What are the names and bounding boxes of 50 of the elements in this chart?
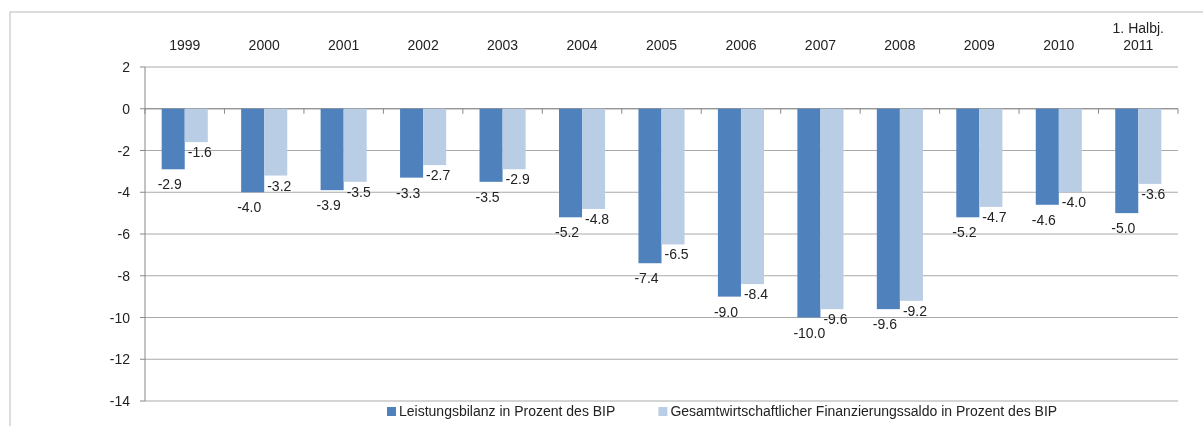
x-tick-label: 1999 [169, 37, 201, 53]
data-label: -5.2 [952, 224, 977, 241]
x-tick-label: 2007 [804, 37, 837, 53]
legend-label: Leistungsbilanz in Prozent des BIP [399, 403, 616, 419]
y-tick-label: -14 [109, 393, 131, 409]
y-tick-label: -6 [117, 226, 131, 242]
y-tick-label: -10 [109, 309, 131, 326]
x-tick-label: 2009 [963, 37, 996, 53]
data-label: -1.6 [187, 144, 213, 161]
x-tick-label: 2008 [884, 37, 916, 53]
x-tick-label: 2004 [566, 37, 598, 53]
y-tick-label: -4 [117, 184, 131, 201]
x-tick-label: 2000 [248, 37, 280, 53]
x-tick-label: 2002 [407, 37, 439, 53]
data-label: -6.5 [664, 246, 689, 263]
data-label: -9.6 [872, 316, 898, 333]
x-tick-label: 2010 [1043, 37, 1075, 53]
y-tick-label: -12 [109, 351, 131, 368]
data-label: -3.5 [475, 188, 500, 205]
x-tick-label: 2001 [328, 37, 360, 53]
data-label: -4.0 [237, 199, 262, 216]
data-label: -4.7 [982, 208, 1007, 225]
data-label: -7.4 [634, 270, 659, 287]
data-label: -4.8 [585, 210, 610, 227]
data-label: -4.0 [1061, 194, 1087, 211]
data-label: -3.9 [316, 197, 341, 214]
y-tick-label: 0 [122, 100, 131, 117]
x-tick-label: 2006 [725, 37, 757, 53]
data-label: -8.4 [743, 286, 769, 303]
data-label: -9.2 [902, 302, 928, 319]
data-label: -9.6 [823, 311, 848, 328]
data-label: -2.9 [157, 176, 183, 193]
data-label: -3.5 [346, 183, 371, 200]
y-tick-label: 2 [122, 59, 131, 75]
data-label: -3.2 [267, 177, 292, 194]
data-label: -3.3 [396, 184, 421, 201]
legend-label: Gesamtwirtschaftlicher Finanzierungssaldo in Prozent des BIP [670, 403, 1058, 419]
data-label: -4.6 [1031, 211, 1057, 228]
x-tick-label: 2005 [645, 37, 678, 53]
x-tick-label: 1. Halbj. 2011 [1112, 20, 1164, 53]
data-label: -2.9 [505, 171, 530, 188]
data-label: -5.0 [1111, 220, 1136, 237]
y-tick-label: -2 [117, 142, 131, 159]
data-label: -9.0 [713, 303, 739, 320]
data-label: -3.6 [1141, 185, 1166, 202]
data-label: -10.0 [793, 324, 826, 341]
data-label: -2.7 [426, 167, 451, 184]
x-tick-label: 2003 [487, 37, 519, 53]
data-label: -5.2 [554, 224, 580, 241]
y-tick-label: -8 [117, 267, 131, 284]
